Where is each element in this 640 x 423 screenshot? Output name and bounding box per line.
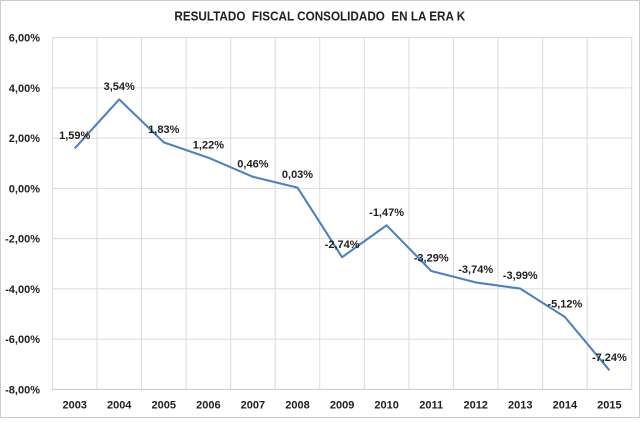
svg-text:RESULTADO FISCAL CONSOLIDADO: RESULTADO FISCAL CONSOLIDADO EN LA ERA K xyxy=(174,9,465,24)
svg-text:0,46%: 0,46% xyxy=(237,158,268,170)
svg-text:4,00%: 4,00% xyxy=(9,83,40,95)
svg-text:2011: 2011 xyxy=(419,400,443,412)
svg-text:6,00%: 6,00% xyxy=(9,33,40,45)
svg-text:0,00%: 0,00% xyxy=(9,183,40,195)
svg-text:-4,00%: -4,00% xyxy=(5,284,40,296)
svg-text:2009: 2009 xyxy=(330,400,354,412)
svg-text:0,03%: 0,03% xyxy=(282,169,313,181)
svg-text:2012: 2012 xyxy=(463,400,487,412)
svg-text:2015: 2015 xyxy=(597,400,621,412)
svg-text:-3,29%: -3,29% xyxy=(414,253,449,265)
svg-text:2010: 2010 xyxy=(374,400,398,412)
svg-text:2005: 2005 xyxy=(152,400,176,412)
svg-text:2003: 2003 xyxy=(62,400,86,412)
svg-text:1,83%: 1,83% xyxy=(148,124,179,136)
svg-text:2014: 2014 xyxy=(553,400,578,412)
svg-text:1,59%: 1,59% xyxy=(59,130,90,142)
svg-text:2013: 2013 xyxy=(508,400,532,412)
svg-text:2006: 2006 xyxy=(196,400,220,412)
svg-text:-7,24%: -7,24% xyxy=(592,352,627,364)
svg-text:-3,74%: -3,74% xyxy=(458,264,493,276)
svg-text:-5,12%: -5,12% xyxy=(547,299,582,311)
svg-text:1,22%: 1,22% xyxy=(193,139,224,151)
svg-text:2008: 2008 xyxy=(285,400,309,412)
svg-text:2,00%: 2,00% xyxy=(9,133,40,145)
svg-text:2004: 2004 xyxy=(107,400,132,412)
svg-text:2007: 2007 xyxy=(241,400,265,412)
svg-text:-8,00%: -8,00% xyxy=(5,384,40,396)
svg-text:-2,74%: -2,74% xyxy=(325,239,360,251)
svg-text:-1,47%: -1,47% xyxy=(369,207,404,219)
svg-text:-6,00%: -6,00% xyxy=(5,334,40,346)
svg-text:3,54%: 3,54% xyxy=(104,81,135,93)
svg-text:-2,00%: -2,00% xyxy=(5,234,40,246)
svg-text:-3,99%: -3,99% xyxy=(503,270,538,282)
